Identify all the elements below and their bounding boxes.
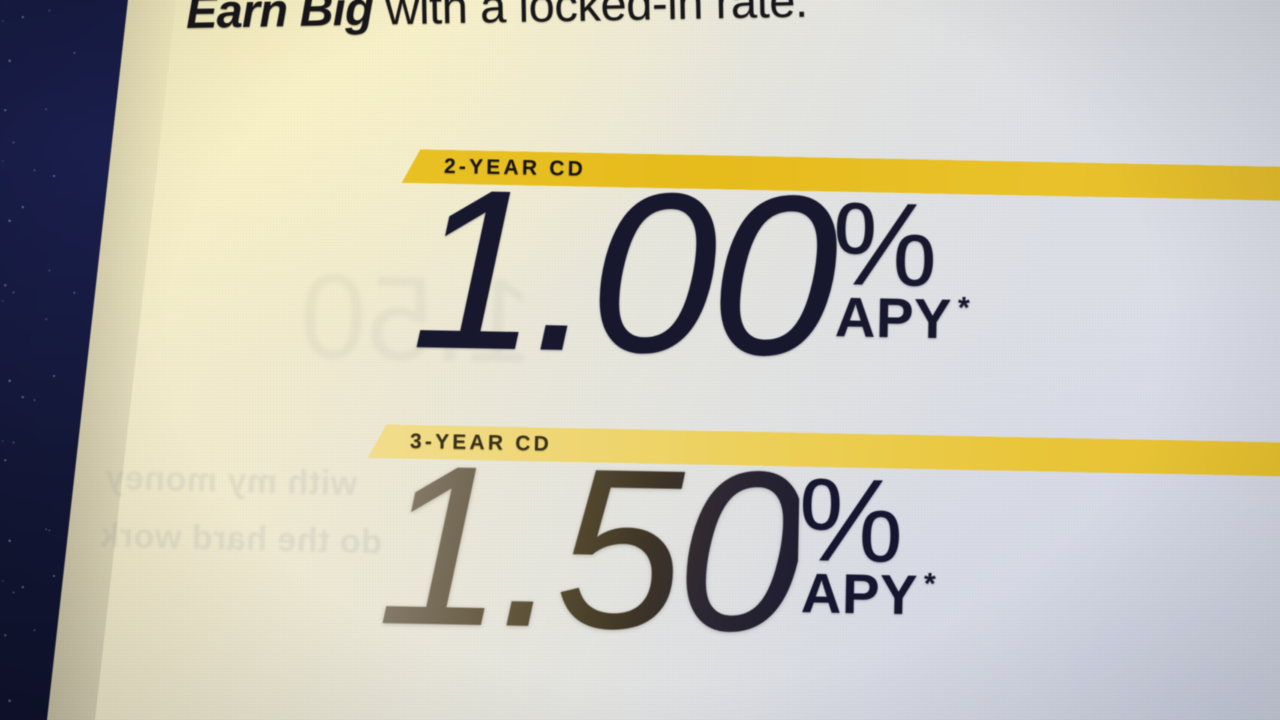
footnote-marker-2-year: * bbox=[957, 291, 970, 325]
percent-apy-group-2-year: % APY * bbox=[831, 178, 972, 350]
percent-symbol-3-year: % bbox=[797, 454, 903, 589]
apy-row-3-year: APY * bbox=[800, 560, 936, 626]
rate-digits-2-year: 1.00 bbox=[409, 142, 835, 405]
rate-block-3-year: 1.50 % APY * bbox=[375, 418, 938, 681]
rate-digits-3-year: 1.50 bbox=[375, 418, 801, 681]
apy-row-2-year: APY * bbox=[834, 284, 970, 350]
percent-apy-group-3-year: % APY * bbox=[797, 454, 938, 626]
percent-symbol-2-year: % bbox=[831, 178, 937, 313]
apy-label-3-year: APY bbox=[800, 560, 919, 626]
headline-emphasis: Earn Big bbox=[185, 0, 374, 38]
apy-label-2-year: APY bbox=[834, 284, 953, 350]
footnote-marker-3-year: * bbox=[923, 567, 936, 601]
rate-block-2-year: 1.00 % APY * bbox=[409, 142, 972, 405]
